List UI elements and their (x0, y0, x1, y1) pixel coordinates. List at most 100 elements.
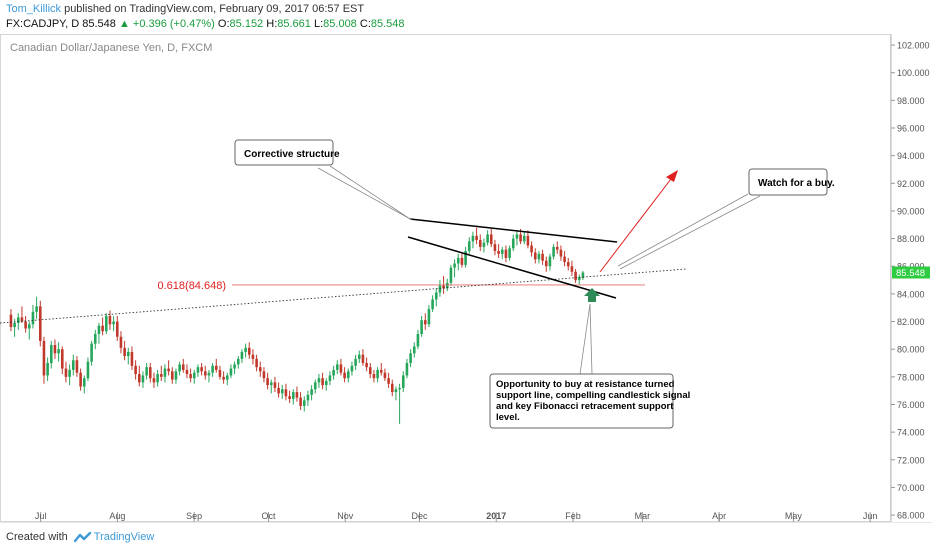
candle-body[interactable] (291, 392, 295, 399)
candle-body[interactable] (310, 389, 313, 395)
candle-body[interactable] (46, 363, 49, 376)
candle-body[interactable] (178, 364, 181, 372)
candle-body[interactable] (240, 351, 244, 359)
candle-body[interactable] (552, 246, 555, 257)
candle-body[interactable] (101, 325, 104, 332)
candle-body[interactable] (332, 369, 335, 376)
candle-body[interactable] (368, 367, 372, 375)
candle-body[interactable] (555, 246, 559, 250)
candle-body[interactable] (104, 316, 108, 332)
candle-body[interactable] (409, 353, 412, 364)
candle-body[interactable] (57, 349, 60, 354)
candle-body[interactable] (321, 378, 324, 386)
candle-body[interactable] (148, 367, 152, 379)
candle-body[interactable] (438, 285, 442, 293)
candle-body[interactable] (218, 369, 222, 377)
candle-body[interactable] (262, 371, 266, 379)
candle-body[interactable] (280, 389, 284, 394)
candle-body[interactable] (24, 321, 27, 329)
candle-body[interactable] (398, 387, 401, 390)
candle-body[interactable] (119, 336, 123, 348)
candle-body[interactable] (354, 358, 357, 366)
candle-body[interactable] (456, 257, 460, 264)
candle-body[interactable] (49, 345, 53, 364)
candle-body[interactable] (497, 251, 500, 254)
candle-body[interactable] (192, 372, 196, 379)
candle-body[interactable] (482, 242, 486, 247)
candle-body[interactable] (244, 347, 247, 352)
candle-body[interactable] (346, 371, 350, 379)
candle-body[interactable] (163, 368, 167, 377)
candle-body[interactable] (115, 321, 119, 337)
candle-body[interactable] (537, 253, 541, 260)
candle-body[interactable] (464, 251, 467, 265)
tradingview-brand-link[interactable]: TradingView (93, 531, 155, 543)
candle-body[interactable] (251, 354, 255, 359)
candle-body[interactable] (189, 374, 192, 379)
candle-body[interactable] (511, 238, 515, 249)
watch-callout-box[interactable] (748, 168, 828, 196)
candle-body[interactable] (258, 367, 262, 372)
candle-body[interactable] (203, 371, 207, 376)
candle-body[interactable] (376, 369, 379, 379)
candle-body[interactable] (181, 364, 185, 370)
candle-body[interactable] (71, 360, 75, 370)
opportunity-callout-box[interactable] (489, 373, 674, 429)
candle-body[interactable] (548, 256, 552, 267)
candle-body[interactable] (75, 360, 79, 373)
candle-body[interactable] (445, 282, 449, 289)
candle-body[interactable] (31, 311, 35, 325)
candle-body[interactable] (295, 392, 299, 398)
candle-body[interactable] (328, 375, 332, 381)
candle-body[interactable] (86, 361, 90, 379)
candle-body[interactable] (335, 364, 339, 370)
candle-body[interactable] (449, 267, 453, 283)
candle-body[interactable] (123, 347, 126, 357)
candle-body[interactable] (416, 333, 420, 347)
candle-body[interactable] (467, 241, 471, 252)
candle-body[interactable] (453, 263, 456, 268)
candle-body[interactable] (229, 368, 233, 376)
candle-body[interactable] (266, 378, 269, 386)
candle-body[interactable] (64, 368, 68, 377)
candle-body[interactable] (306, 394, 310, 401)
candle-body[interactable] (42, 340, 46, 376)
candle-body[interactable] (236, 358, 240, 365)
candle-body[interactable] (475, 235, 478, 240)
candle-body[interactable] (350, 365, 354, 372)
candle-body[interactable] (225, 375, 229, 380)
candle-body[interactable] (357, 354, 361, 359)
candle-body[interactable] (174, 371, 178, 380)
candle-body[interactable] (159, 374, 163, 377)
candle-body[interactable] (559, 249, 563, 257)
candle-body[interactable] (478, 239, 482, 247)
candle-body[interactable] (313, 382, 317, 390)
candle-body[interactable] (489, 234, 493, 245)
candle-body[interactable] (405, 363, 409, 376)
candle-body[interactable] (68, 369, 71, 377)
candle-body[interactable] (541, 253, 544, 261)
candle-body[interactable] (504, 249, 508, 258)
candle-body[interactable] (97, 325, 101, 334)
candle-body[interactable] (390, 383, 394, 393)
candle-body[interactable] (35, 306, 38, 312)
candle-body[interactable] (522, 235, 526, 242)
candle-body[interactable] (394, 389, 398, 393)
candle-body[interactable] (284, 389, 288, 397)
candle-body[interactable] (152, 378, 156, 383)
upper-trendline[interactable] (409, 218, 618, 243)
dotted-support-trendline[interactable] (0, 268, 687, 324)
candle-body[interactable] (211, 365, 214, 373)
candle-body[interactable] (563, 256, 566, 263)
candle-body[interactable] (222, 376, 225, 380)
candle-body[interactable] (519, 234, 522, 242)
candle-body[interactable] (387, 378, 390, 384)
candle-body[interactable] (339, 364, 343, 373)
candle-body[interactable] (82, 378, 86, 387)
candle-body[interactable] (273, 382, 277, 388)
candle-body[interactable] (156, 374, 159, 383)
candle-body[interactable] (515, 234, 519, 239)
candle-body[interactable] (130, 351, 134, 366)
candlestick-chart[interactable]: Canadian Dollar/Japanese Yen, D, FXCM 68… (0, 34, 932, 522)
candle-body[interactable] (423, 320, 427, 325)
